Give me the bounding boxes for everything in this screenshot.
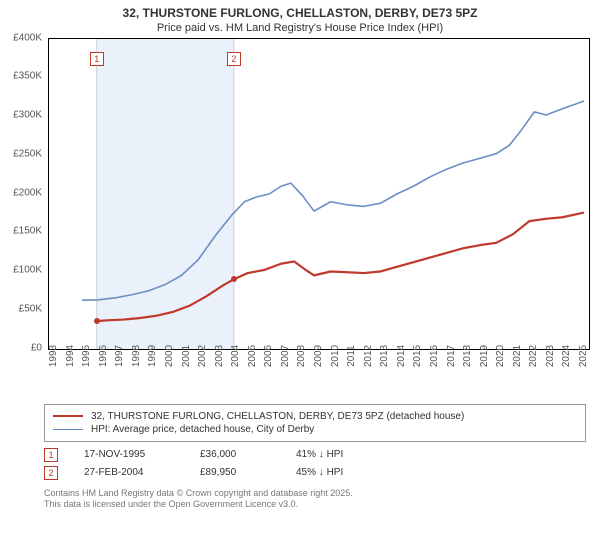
table-row: 2 27-FEB-2004 £89,950 45% ↓ HPI (44, 464, 586, 482)
x-tick-label: 2008 (296, 344, 307, 366)
x-tick-label: 1998 (131, 344, 142, 366)
x-tick-label: 2000 (164, 344, 175, 366)
x-tick-label: 2020 (495, 344, 506, 366)
tx-date: 27-FEB-2004 (84, 467, 174, 478)
tx-date: 17-NOV-1995 (84, 449, 174, 460)
y-tick-label: £150K (4, 226, 42, 237)
legend-swatch (53, 429, 83, 430)
x-tick-label: 2014 (396, 344, 407, 366)
legend-label: 32, THURSTONE FURLONG, CHELLASTON, DERBY… (91, 411, 464, 422)
x-tick-label: 2003 (214, 344, 225, 366)
x-tick-label: 2021 (512, 344, 523, 366)
x-tick-label: 2023 (545, 344, 556, 366)
chart-title: 32, THURSTONE FURLONG, CHELLASTON, DERBY… (0, 0, 600, 22)
tx-delta: 41% ↓ HPI (296, 449, 343, 460)
x-tick-label: 2018 (462, 344, 473, 366)
x-tick-label: 2025 (578, 344, 589, 366)
x-tick-label: 2022 (528, 344, 539, 366)
y-tick-label: £100K (4, 265, 42, 276)
x-tick-label: 2009 (313, 344, 324, 366)
y-tick-label: £300K (4, 110, 42, 121)
x-tick-label: 1997 (114, 344, 125, 366)
x-tick-label: 2007 (280, 344, 291, 366)
attribution: Contains HM Land Registry data © Crown c… (44, 488, 586, 511)
x-tick-label: 2004 (230, 344, 241, 366)
x-tick-label: 1994 (65, 344, 76, 366)
chart-subtitle: Price paid vs. HM Land Registry's House … (0, 22, 600, 38)
price-vs-hpi-chart: £0£50K£100K£150K£200K£250K£300K£350K£400… (4, 38, 590, 398)
x-tick-label: 1999 (147, 344, 158, 366)
x-tick-label: 2017 (446, 344, 457, 366)
tx-price: £36,000 (200, 449, 270, 460)
x-tick-label: 2005 (247, 344, 258, 366)
marker-badge: 1 (44, 448, 58, 462)
marker-badge: 1 (90, 52, 104, 66)
x-tick-label: 2012 (363, 344, 374, 366)
x-tick-label: 2013 (379, 344, 390, 366)
transactions-table: 1 17-NOV-1995 £36,000 41% ↓ HPI 2 27-FEB… (44, 446, 586, 482)
tx-price: £89,950 (200, 467, 270, 478)
y-tick-label: £350K (4, 71, 42, 82)
x-tick-label: 2024 (561, 344, 572, 366)
x-tick-label: 2002 (197, 344, 208, 366)
legend: 32, THURSTONE FURLONG, CHELLASTON, DERBY… (44, 404, 586, 442)
y-tick-label: £400K (4, 32, 42, 43)
y-tick-label: £200K (4, 187, 42, 198)
marker-badge: 2 (44, 466, 58, 480)
x-tick-label: 2015 (412, 344, 423, 366)
marker-badge: 2 (227, 52, 241, 66)
y-tick-label: £0 (4, 342, 42, 353)
footer-line: Contains HM Land Registry data © Crown c… (44, 488, 586, 500)
x-tick-label: 2010 (330, 344, 341, 366)
tx-delta: 45% ↓ HPI (296, 467, 343, 478)
legend-label: HPI: Average price, detached house, City… (91, 424, 314, 435)
y-tick-label: £50K (4, 303, 42, 314)
x-tick-label: 1993 (48, 344, 59, 366)
x-tick-label: 2019 (479, 344, 490, 366)
x-tick-label: 2016 (429, 344, 440, 366)
x-tick-label: 1996 (98, 344, 109, 366)
x-tick-label: 1995 (81, 344, 92, 366)
x-tick-label: 2006 (263, 344, 274, 366)
legend-item: 32, THURSTONE FURLONG, CHELLASTON, DERBY… (53, 410, 577, 423)
footer-line: This data is licensed under the Open Gov… (44, 499, 586, 511)
legend-swatch (53, 415, 83, 417)
x-tick-label: 2011 (346, 345, 357, 367)
table-row: 1 17-NOV-1995 £36,000 41% ↓ HPI (44, 446, 586, 464)
legend-item: HPI: Average price, detached house, City… (53, 423, 577, 436)
x-tick-label: 2001 (181, 344, 192, 366)
y-tick-label: £250K (4, 148, 42, 159)
